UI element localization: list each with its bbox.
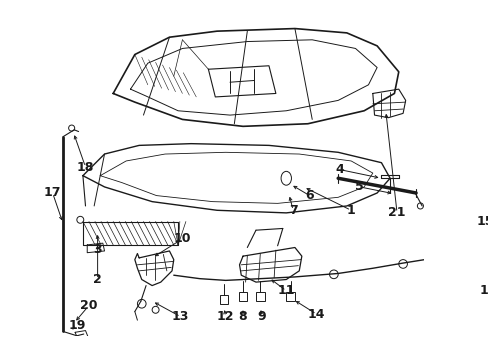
Text: 21: 21 <box>387 206 405 219</box>
Bar <box>219 295 228 304</box>
Text: 3: 3 <box>93 243 102 256</box>
Text: 1: 1 <box>346 204 355 217</box>
Text: 12: 12 <box>217 310 234 323</box>
Text: 4: 4 <box>335 163 344 176</box>
Text: 16: 16 <box>478 284 488 297</box>
Text: 9: 9 <box>257 310 266 323</box>
Bar <box>285 292 294 301</box>
Text: 15: 15 <box>476 215 488 228</box>
Text: 10: 10 <box>173 232 191 246</box>
Text: 19: 19 <box>68 319 85 332</box>
Text: 17: 17 <box>44 186 61 199</box>
Text: 5: 5 <box>355 180 364 193</box>
Text: 6: 6 <box>305 189 313 202</box>
Text: 18: 18 <box>77 161 94 174</box>
Bar <box>238 292 247 301</box>
Text: 7: 7 <box>288 204 297 217</box>
Text: 20: 20 <box>80 299 98 312</box>
Bar <box>255 292 264 301</box>
Text: 14: 14 <box>307 308 325 321</box>
Text: 8: 8 <box>238 310 247 323</box>
Text: 11: 11 <box>277 284 294 297</box>
Text: 2: 2 <box>93 273 102 286</box>
Text: 13: 13 <box>172 310 189 323</box>
